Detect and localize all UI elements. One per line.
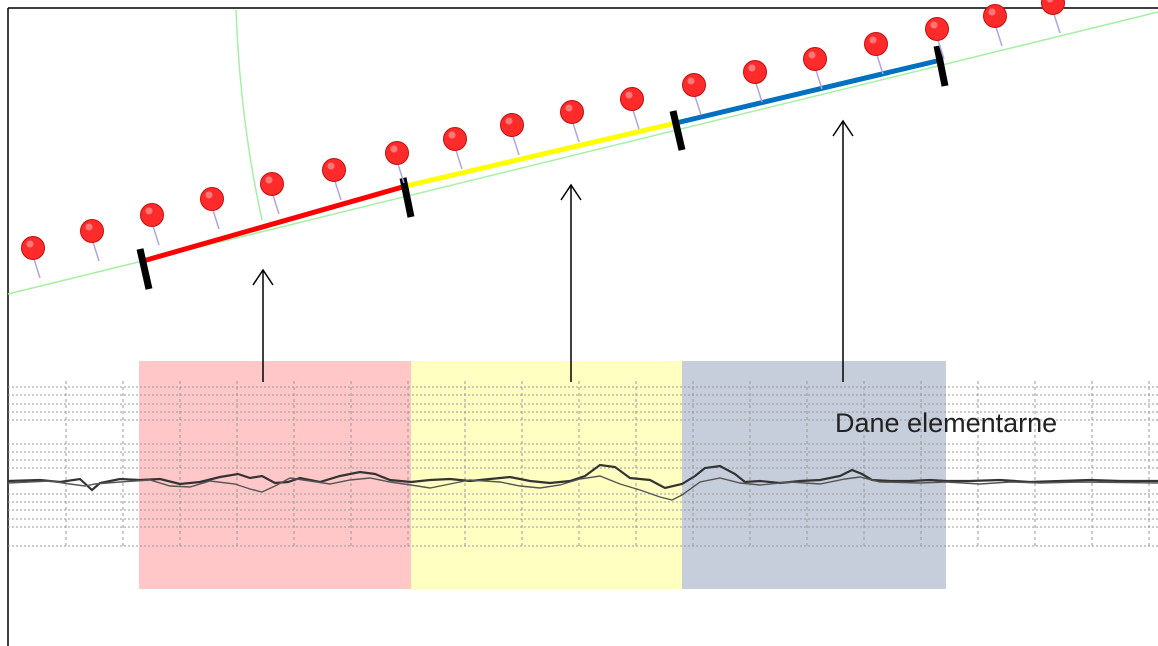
segment-yellow: [405, 120, 677, 189]
marker-pin: [560, 100, 584, 143]
marker-pin: [1041, 0, 1065, 34]
arrow-yellow: [560, 183, 582, 382]
marker-pin: [803, 47, 827, 90]
signal-trace-primary: [7, 463, 1158, 492]
segment-blue: [675, 57, 942, 126]
marker-pin: [21, 236, 45, 279]
track-curve: [235, 9, 263, 221]
band-blue: [682, 361, 946, 589]
arrow-red: [252, 268, 274, 382]
signal-traces: [7, 463, 1158, 501]
marker-pin: [864, 32, 888, 75]
marker-pin: [925, 17, 949, 60]
arrow-blue: [832, 119, 854, 382]
band-yellow: [411, 361, 682, 589]
marker-pin: [200, 187, 224, 230]
sample-markers: [21, 0, 1065, 279]
marker-pin: [260, 172, 284, 215]
route-segments: [142, 57, 942, 264]
segment-red: [142, 183, 407, 264]
boundary-tick: [136, 248, 153, 290]
band-red: [139, 361, 411, 589]
marker-pin: [620, 87, 644, 130]
marker-pin: [140, 203, 164, 246]
elementary-data-label: Dane elementarne: [835, 408, 1057, 438]
boundary-tick: [669, 110, 686, 151]
segment-boundaries: [136, 45, 949, 290]
marker-pin: [443, 127, 467, 170]
boundary-tick: [399, 177, 415, 218]
marker-pin: [743, 60, 767, 103]
marker-pin: [80, 219, 104, 262]
marker-pin: [385, 141, 409, 184]
signal-trace-secondary: [7, 475, 1158, 501]
data-bands: [139, 361, 946, 589]
boundary-tick: [933, 45, 949, 87]
marker-pin: [682, 73, 706, 116]
marker-pin: [500, 113, 524, 156]
marker-pin: [983, 4, 1007, 47]
marker-pin: [322, 158, 346, 201]
data-grid: [8, 381, 1158, 548]
arrows: [252, 119, 854, 382]
